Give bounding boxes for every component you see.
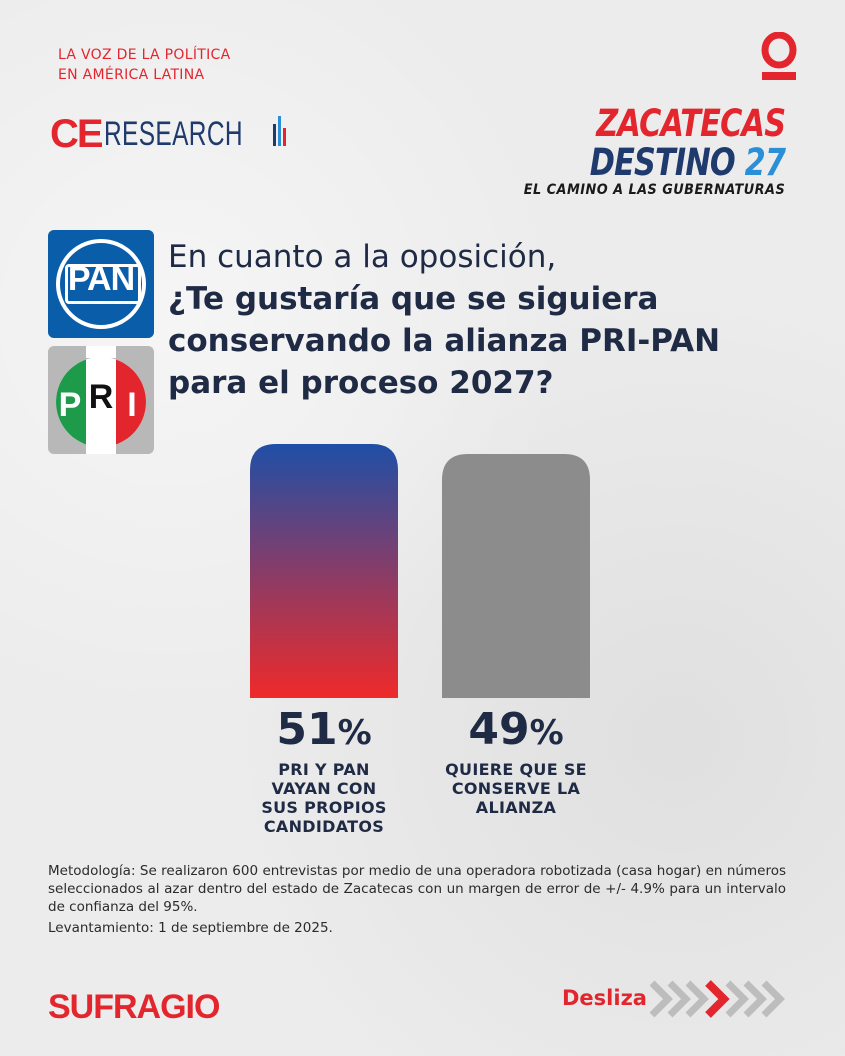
campaign-tagline: EL CAMINO A LAS GUBERNATURAS: [523, 182, 785, 198]
tagline-line1: LA VOZ DE LA POLÍTICA: [58, 47, 231, 63]
campaign-subtitle: DESTINO 27: [552, 144, 785, 182]
pan-box: [65, 264, 141, 304]
logo-ce-text: CE: [50, 112, 104, 156]
logo-bars-icon: [273, 116, 286, 146]
pan-ring: [56, 239, 146, 329]
question-line3: conservando la alianza PRI-PAN: [168, 323, 721, 359]
caption-line: CANDIDATOS: [263, 817, 385, 836]
pri-letter-i: I: [127, 386, 136, 424]
value-label-alliance: 49%: [422, 704, 610, 755]
pri-logo: P R I: [48, 346, 154, 454]
campaign-year: 27: [744, 141, 785, 184]
caption-line: VAYAN CON: [271, 779, 377, 798]
value-label-separate: 51%: [230, 704, 418, 755]
category-label-separate: PRI Y PAN VAYAN CON SUS PROPIOS CANDIDAT…: [220, 760, 428, 836]
caption-line: PRI Y PAN: [278, 760, 370, 779]
o-brand-icon: [761, 32, 797, 80]
bar-chart: [250, 444, 590, 698]
question: En cuanto a la oposición, ¿Te gustaría q…: [168, 236, 808, 404]
methodology-date: Levantamiento: 1 de septiembre de 2025.: [48, 920, 333, 936]
pri-letter-r: R: [89, 378, 114, 416]
caption-line: CONSERVE LA: [451, 779, 581, 798]
question-line4: para el proceso 2027?: [168, 365, 554, 401]
value-unit-separate: %: [337, 713, 372, 753]
logo-research-text: RESEARCH: [103, 115, 243, 153]
caption-line: SUS PROPIOS: [261, 798, 387, 817]
swipe-arrows-icon[interactable]: [650, 979, 786, 1019]
bar-keep-alliance: [442, 453, 590, 698]
campaign-logo: ZACATECAS DESTINO 27 EL CAMINO A LAS GUB…: [501, 102, 786, 199]
campaign-title: ZACATECAS: [595, 102, 786, 145]
question-line2: ¿Te gustaría que se siguiera: [168, 281, 659, 317]
value-unit-alliance: %: [529, 713, 564, 753]
category-label-alliance: QUIERE QUE SE CONSERVE LA ALIANZA: [412, 760, 620, 817]
tagline-line2: EN AMÉRICA LATINA: [58, 67, 205, 83]
campaign-destino: DESTINO: [589, 141, 735, 184]
methodology-text: Metodología: Se realizaron 600 entrevist…: [48, 863, 786, 915]
swipe-label[interactable]: Desliza: [562, 986, 647, 1010]
value-number-separate: 51: [276, 704, 338, 755]
pri-emblem-icon: P R I: [56, 346, 146, 454]
pan-text: PAN: [67, 260, 135, 298]
sufragio-logo: SUFRAGIO: [48, 988, 220, 1026]
tagline: LA VOZ DE LA POLÍTICA EN AMÉRICA LATINA: [58, 45, 231, 85]
caption-line: QUIERE QUE SE: [445, 760, 587, 779]
ce-research-logo: CE RESEARCH: [50, 112, 297, 157]
bar-separate-candidates: [250, 444, 398, 698]
caption-line: ALIANZA: [475, 798, 557, 817]
question-line1: En cuanto a la oposición,: [168, 239, 557, 275]
pri-letter-p: P: [59, 386, 82, 424]
value-number-alliance: 49: [468, 704, 530, 755]
pan-logo: PAN: [48, 230, 154, 338]
